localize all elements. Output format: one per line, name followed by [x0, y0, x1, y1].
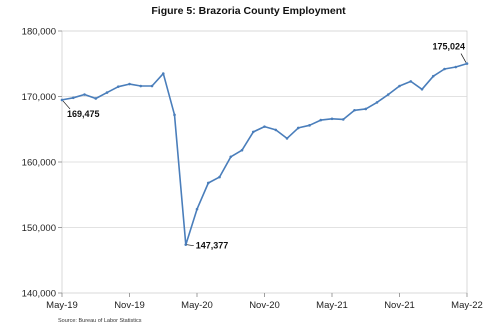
y-tick-label: 150,000	[22, 223, 56, 234]
data-point	[375, 101, 379, 104]
data-point	[128, 82, 131, 86]
data-point	[195, 207, 199, 211]
data-label: 175,024	[432, 42, 465, 52]
data-point	[71, 96, 75, 100]
data-point	[353, 108, 356, 112]
data-points	[60, 62, 469, 246]
annotation-leader	[62, 100, 71, 110]
data-point	[398, 84, 401, 88]
annotation-leader	[460, 53, 467, 63]
y-tick-label: 170,000	[22, 92, 56, 103]
data-label: 147,377	[196, 241, 229, 251]
source-note: Source: Bureau of Labor Statistics	[58, 318, 142, 324]
data-point	[206, 181, 210, 185]
x-tick-label: Nov-20	[249, 300, 280, 311]
data-point	[454, 65, 458, 69]
data-point	[218, 175, 221, 179]
data-point	[274, 128, 278, 132]
data-point	[364, 107, 368, 111]
data-point	[229, 155, 233, 159]
data-point	[431, 74, 435, 78]
data-point	[465, 62, 469, 65]
y-tick-label: 140,000	[22, 289, 56, 300]
data-point	[173, 113, 176, 117]
data-point	[330, 117, 334, 121]
data-point	[60, 98, 64, 102]
data-point	[409, 80, 413, 83]
x-tick-label: Nov-21	[384, 300, 415, 311]
data-label: 169,475	[67, 109, 100, 119]
data-point	[420, 87, 424, 91]
data-point	[150, 84, 154, 88]
data-point	[184, 243, 188, 246]
data-point	[443, 67, 446, 71]
data-point	[251, 130, 255, 134]
data-point	[94, 97, 98, 100]
data-point	[161, 72, 165, 75]
data-point	[139, 84, 143, 88]
chart-title: Figure 5: Brazoria County Employment	[151, 5, 346, 17]
data-point	[319, 118, 323, 122]
data-point	[285, 137, 289, 140]
data-point	[386, 93, 390, 96]
x-tick-label: May-21	[316, 300, 348, 311]
data-point	[341, 118, 345, 121]
data-point	[240, 148, 244, 152]
data-point	[83, 93, 86, 96]
data-point	[105, 91, 109, 94]
x-tick-label: May-20	[181, 300, 213, 311]
data-point	[296, 126, 300, 130]
x-tick-label: May-22	[451, 300, 483, 311]
x-tick-label: May-19	[46, 300, 78, 311]
y-tick-label: 160,000	[22, 158, 56, 169]
data-point	[116, 85, 120, 88]
x-tick-label: Nov-19	[114, 300, 145, 311]
y-tick-label: 180,000	[22, 27, 56, 38]
gridlines	[62, 96, 467, 228]
y-axis-ticks: 140,000 150,000 160,000 170,000 180,000	[22, 27, 62, 300]
annotations: 169,475 147,377 175,024	[62, 42, 467, 251]
x-axis-ticks: May-19 Nov-19 May-20 Nov-20 May-21 Nov-21 May-…	[46, 293, 483, 311]
annotation-leader	[186, 244, 194, 247]
data-point	[263, 125, 266, 128]
data-point	[308, 124, 311, 127]
